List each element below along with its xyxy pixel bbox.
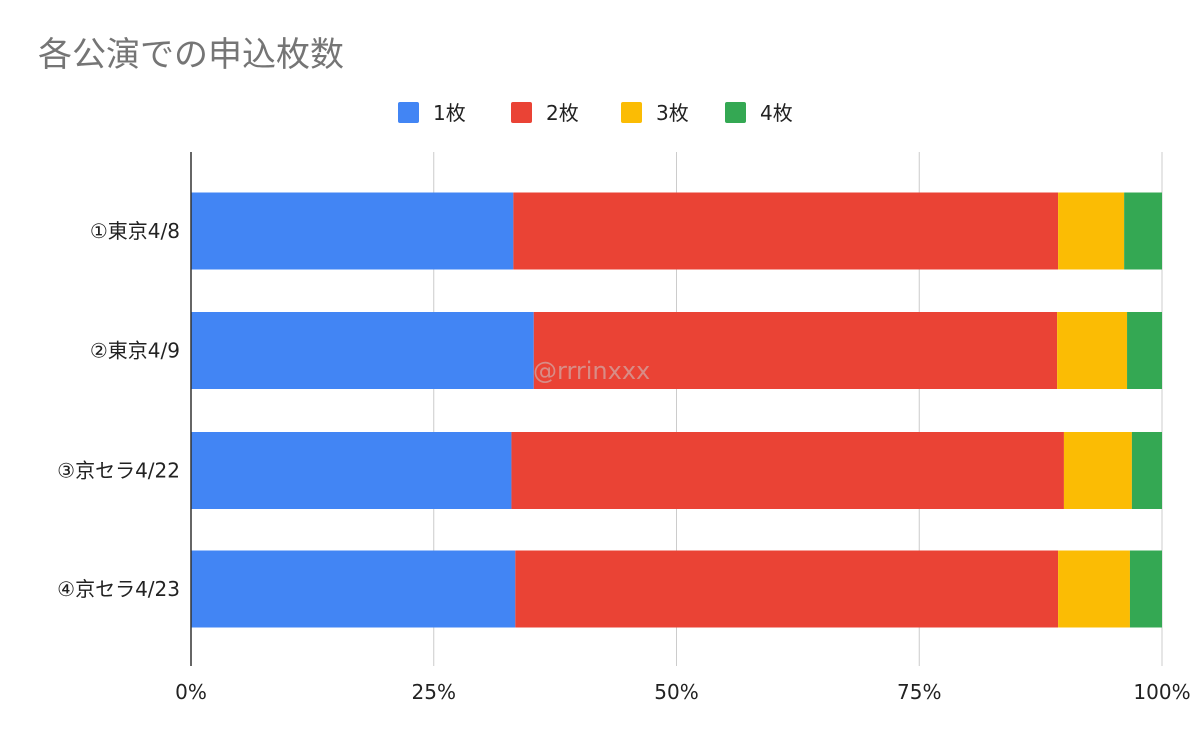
x-tick-label-1: 25%	[412, 680, 456, 704]
legend-label-1: 1枚	[433, 101, 466, 125]
watermark-text: @rrrinxxx	[533, 357, 650, 385]
bar-segment-2-1	[191, 312, 534, 389]
category-label-2: ②東京4/9	[90, 339, 180, 363]
chart-title: 各公演での申込枚数	[38, 35, 344, 75]
legend-label-4: 4枚	[760, 101, 793, 125]
bar-segment-1-2	[513, 192, 1059, 270]
bar-segment-2-3	[1057, 312, 1128, 389]
legend-label-2: 2枚	[546, 101, 579, 125]
bar-segment-4-2	[515, 550, 1059, 628]
category-label-4: ④京セラ4/23	[57, 577, 180, 601]
bar-segment-4-1	[191, 550, 516, 628]
x-axis-tick-labels: 0% 25% 50% 75% 100%	[175, 680, 1190, 704]
bar-segment-2-2	[533, 312, 1058, 389]
x-tick-label-0: 0%	[175, 680, 207, 704]
category-label-1: ①東京4/8	[90, 219, 180, 243]
bar-segment-3-3	[1063, 432, 1132, 509]
bar-segment-1-4	[1124, 192, 1162, 270]
bar-segment-3-1	[191, 432, 512, 509]
legend-swatch-4	[725, 102, 746, 123]
x-tick-label-3: 75%	[897, 680, 941, 704]
legend-swatch-3	[621, 102, 642, 123]
category-label-3: ③京セラ4/22	[57, 459, 180, 483]
legend-label-3: 3枚	[656, 101, 689, 125]
legend: 1枚 2枚 3枚 4枚	[398, 101, 793, 125]
bar-segment-3-4	[1131, 432, 1162, 509]
x-tick-label-2: 50%	[654, 680, 698, 704]
legend-swatch-2	[511, 102, 532, 123]
x-tick-label-4: 100%	[1133, 680, 1190, 704]
y-axis-category-labels: ①東京4/8 ②東京4/9 ③京セラ4/22 ④京セラ4/23	[57, 219, 180, 601]
bar-segment-1-3	[1058, 192, 1125, 270]
bar-segment-1-1	[191, 192, 514, 270]
bar-segment-4-3	[1058, 550, 1130, 628]
bar-segment-2-4	[1127, 312, 1162, 389]
bar-segment-3-2	[511, 432, 1064, 509]
bars	[191, 192, 1162, 628]
legend-swatch-1	[398, 102, 419, 123]
bar-segment-4-4	[1129, 550, 1162, 628]
